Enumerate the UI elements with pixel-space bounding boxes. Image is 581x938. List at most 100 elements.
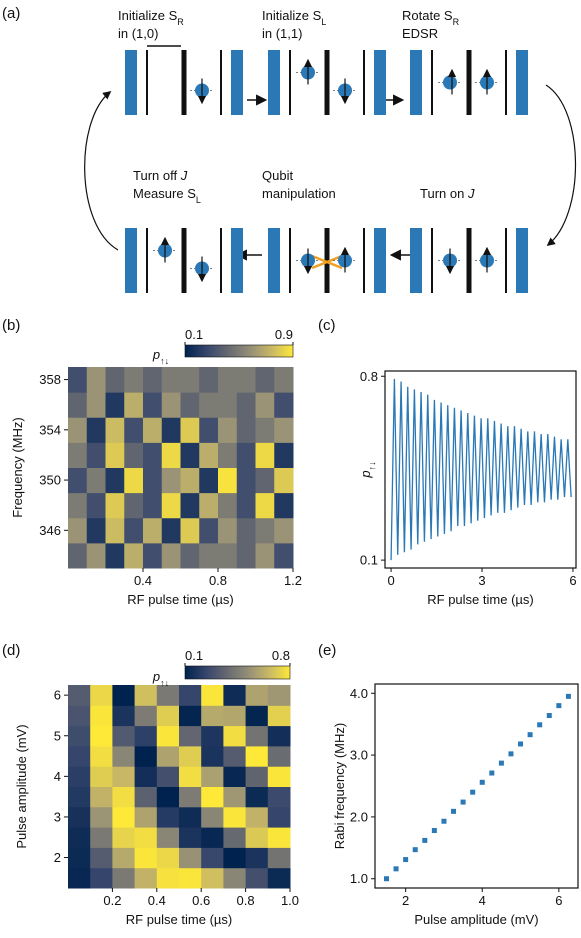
heatmap-cell (68, 705, 91, 727)
y-tick-label: 0.8 (360, 369, 378, 384)
dot-schematic (268, 50, 386, 115)
electron (443, 75, 457, 90)
heatmap-cell (134, 685, 158, 706)
data-point (460, 799, 466, 805)
y-tick-label: 4.0 (350, 686, 368, 701)
heatmap-cell (105, 392, 125, 418)
heatmap-cell (112, 766, 136, 787)
x-tick-label: 0.4 (148, 893, 166, 908)
heatmap-cell (143, 517, 163, 544)
heatmap-cell (274, 417, 294, 443)
heatmap-cell (90, 745, 113, 767)
heatmap-cell (68, 745, 91, 767)
heatmap-cell (68, 492, 88, 519)
colorbar-label: p↑↓ (152, 347, 169, 366)
heatmap-cell (124, 517, 144, 544)
heatmap-cell (218, 492, 238, 519)
heatmap-cell (236, 492, 256, 519)
heatmap-cell (112, 867, 136, 889)
heatmap-cell (267, 766, 291, 787)
y-tick-label: 5 (54, 728, 61, 743)
heatmap-cell (245, 766, 269, 787)
step-caption: manipulation (262, 186, 336, 201)
heatmap-cell (161, 467, 181, 494)
heatmap-cell (68, 685, 91, 706)
heatmap-cell (236, 467, 256, 494)
heatmap-cell (274, 367, 294, 393)
heatmap-cell (124, 417, 144, 443)
heatmap-cell (236, 517, 256, 544)
step-caption: Measure SL (133, 186, 201, 205)
heatmap-cell (86, 467, 106, 494)
heatmap-cell (223, 786, 247, 808)
heatmap-cell (180, 467, 200, 494)
step-caption: Initialize SL (262, 8, 326, 27)
x-tick-label: 1.2 (284, 573, 302, 588)
heatmap-cell (180, 392, 200, 418)
x-tick-label: 0 (387, 573, 394, 588)
heatmap-cell (218, 442, 238, 468)
colorbar-label: p↑↓ (152, 669, 169, 688)
heatmap-cell (255, 367, 275, 393)
heatmap-cell (134, 705, 158, 727)
text-subscript: ↑↓ (367, 461, 377, 470)
heatmap-cell (267, 827, 291, 848)
heatmap-cell (161, 417, 181, 443)
heatmap-cell (179, 725, 202, 747)
colorbar (184, 665, 291, 680)
data-point (383, 876, 389, 882)
heatmap-cell (86, 517, 106, 544)
heatmap-cell (201, 847, 224, 869)
heatmap-cell (112, 806, 136, 828)
y-tick-label: 6 (54, 688, 61, 703)
heatmap-cell (161, 542, 181, 569)
text-run: manipulation (262, 186, 336, 201)
heatmap-cell (112, 847, 136, 869)
heatmap-cell (218, 467, 238, 494)
heatmap-cell (156, 705, 180, 727)
heatmap-cell (124, 467, 144, 494)
heatmap-cell (236, 417, 256, 443)
heatmap-cell (201, 685, 224, 706)
x-axis-label: RF pulse time (µs) (427, 592, 533, 607)
heatmap-cell (90, 725, 113, 747)
panel-label: (e) (318, 642, 336, 659)
heatmap-cell (218, 542, 238, 569)
heatmap-cell (90, 847, 113, 869)
heatmap-cell (68, 786, 91, 808)
y-axis-label: Frequency (MHz) (10, 417, 25, 517)
heatmap-cell (161, 392, 181, 418)
lead (125, 50, 137, 115)
text-run: in (1,1) (262, 26, 302, 41)
panel-label: (a) (2, 5, 20, 22)
data-point (479, 779, 485, 785)
heatmap-cell (199, 467, 219, 494)
heatmap-cell (161, 517, 181, 544)
heatmap-cell (105, 542, 125, 569)
heatmap-cell (124, 367, 144, 393)
heatmap-cell (68, 517, 88, 544)
text-subscript: R (453, 17, 460, 27)
heatmap-cell (68, 867, 91, 889)
step-caption: in (1,1) (262, 26, 302, 41)
heatmap-cell (112, 705, 136, 727)
plot-frame (384, 370, 577, 569)
heatmap-cell (255, 517, 275, 544)
heatmap-cell (223, 867, 247, 889)
heatmap-cell (201, 705, 224, 727)
x-tick-label: 2 (402, 893, 409, 908)
lead (410, 228, 422, 293)
text-subscript: R (177, 17, 184, 27)
y-tick-label: 350 (39, 473, 61, 488)
heatmap-cell (105, 417, 125, 443)
heatmap-cell (223, 806, 247, 828)
y-tick-label: 354 (39, 422, 61, 437)
heatmap-cell (223, 766, 247, 787)
heatmap-cell (134, 766, 158, 787)
lead (374, 50, 386, 115)
heatmap-cell (86, 442, 106, 468)
heatmap-cell (86, 367, 106, 393)
y-tick-label: 3.0 (350, 748, 368, 763)
heatmap-cell (134, 745, 158, 767)
